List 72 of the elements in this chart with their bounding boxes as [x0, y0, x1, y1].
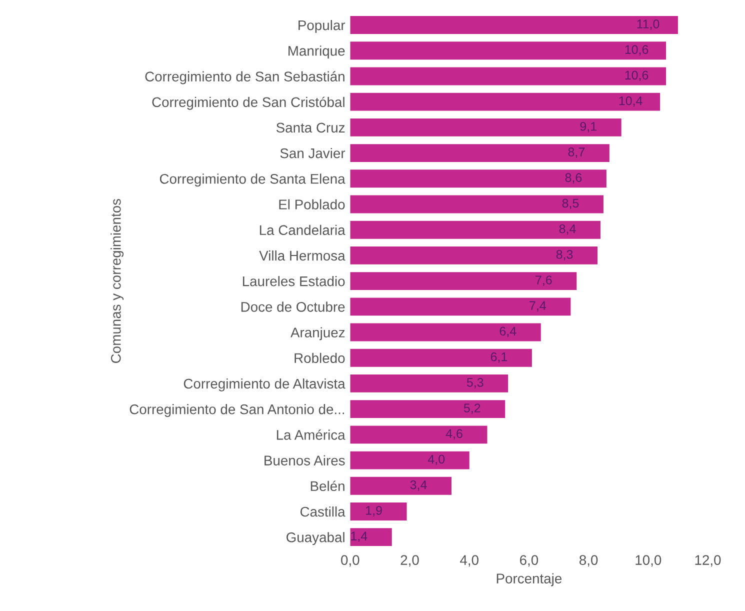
y-tick-label: Laureles Estadio — [242, 276, 345, 286]
y-tick-label: Aranjuez — [290, 327, 345, 340]
bar — [350, 195, 604, 214]
y-tick-label: Corregimiento de Santa Elena — [160, 174, 346, 187]
x-tick-label: 4,0 — [460, 555, 478, 567]
data-label: 7,6 — [536, 276, 552, 286]
x-tick-label: 10,0 — [636, 555, 662, 567]
x-tick-label: 8,0 — [580, 555, 598, 567]
y-axis-title: Comunas y corregimientos — [110, 198, 124, 363]
data-label: 8,4 — [559, 224, 576, 235]
y-tick-label: Popular — [298, 20, 346, 33]
data-label: 4,0 — [428, 454, 445, 466]
y-tick-label: Belén — [310, 480, 344, 492]
x-tick-label: 0,0 — [341, 555, 360, 567]
bar — [350, 528, 392, 546]
y-tick-label: La Candelaria — [260, 224, 346, 236]
y-tick-label: El Poblado — [279, 199, 345, 210]
y-tick-label: Guayabal — [286, 532, 344, 546]
y-tick-label: Corregimiento de San Cristóbal — [152, 96, 344, 110]
x-tick-label: 6,0 — [520, 555, 538, 567]
y-tick-label: Corregimiento de San Sebastián — [145, 71, 344, 84]
data-label: 8,6 — [565, 173, 582, 184]
bar — [350, 374, 508, 392]
y-tick-label: Manrique — [288, 46, 345, 59]
bar — [350, 92, 660, 111]
bar — [350, 220, 600, 239]
y-tick-label: Robledo — [294, 352, 345, 364]
data-label: 5,3 — [466, 378, 484, 388]
data-label: 1,9 — [366, 506, 382, 516]
data-label: 10,4 — [619, 96, 642, 107]
bar — [350, 476, 452, 495]
bar — [350, 426, 488, 444]
bar — [350, 67, 666, 86]
bar — [350, 451, 470, 470]
data-label: 4,6 — [446, 429, 462, 440]
data-label: 9,1 — [580, 122, 596, 132]
data-label: 8,5 — [562, 198, 579, 210]
data-label: 5,2 — [464, 404, 480, 414]
bar — [350, 170, 606, 188]
x-tick-label: 2,0 — [400, 555, 419, 567]
y-tick-label: Castilla — [300, 506, 346, 517]
bar — [350, 272, 577, 290]
y-tick-label: Doce de Octubre — [241, 302, 345, 312]
y-tick-label: La América — [276, 429, 346, 440]
data-label: 10,6 — [625, 70, 648, 82]
bar — [350, 400, 506, 418]
x-axis-title: Porcentaje — [496, 573, 562, 586]
bar — [350, 323, 541, 342]
bar — [350, 246, 598, 264]
data-label: 11,0 — [637, 20, 660, 30]
data-label: 3,4 — [410, 480, 427, 491]
y-tick-label: San Javier — [280, 148, 346, 158]
data-label: 6,1 — [490, 352, 508, 363]
bar — [350, 118, 622, 136]
data-label: 7,4 — [530, 301, 546, 312]
bar — [350, 502, 407, 520]
data-label: 1,4 — [351, 532, 368, 542]
y-tick-label: Corregimiento de Altavista — [184, 378, 346, 392]
y-tick-label: Villa Hermosa — [259, 250, 346, 261]
y-tick-label: Santa Cruz — [276, 122, 345, 133]
bar — [350, 16, 678, 34]
data-label: 8,7 — [568, 148, 584, 158]
y-tick-label: Buenos Aires — [264, 455, 345, 466]
bar — [350, 42, 666, 60]
x-tick-label: 12,0 — [695, 555, 721, 567]
y-tick-label: Corregimiento de San Antonio de... — [130, 404, 344, 417]
data-label: 10,6 — [625, 45, 648, 56]
bar — [350, 348, 532, 367]
data-label: 6,4 — [500, 326, 516, 338]
bar — [350, 298, 571, 316]
data-label: 8,3 — [556, 250, 573, 260]
bar — [350, 144, 610, 162]
